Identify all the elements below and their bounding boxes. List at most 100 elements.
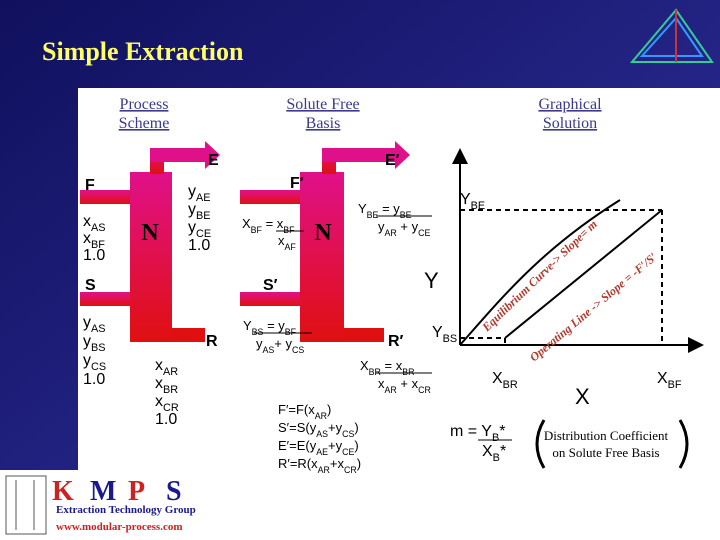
subscript: BS [252,327,264,337]
text-part: = x [262,216,284,231]
formula: xAF [278,233,296,252]
formula: YBS = yBF [243,318,297,337]
point-label: XBF [657,370,682,391]
subscript: BR [163,384,178,396]
axis-label: Y [424,268,439,293]
column-label: N [314,220,332,246]
stream-label: R′ [388,333,404,350]
composition: 1.0 [188,237,210,254]
subscript: CR [418,385,431,395]
composition: xBF [83,230,105,251]
composition: xBR [155,375,178,396]
text-part: E′=E(y [278,438,317,453]
text-part: +x [330,456,345,471]
subscript: AS [316,429,328,439]
text-part: 1.0 [83,371,105,388]
stream-label: F′ [290,175,304,192]
formula: xAR + xCR [378,376,431,395]
point-label: XBR [492,370,518,391]
formula: XB* [482,443,506,464]
subscript: BE [400,210,412,220]
subscript: BS [91,342,106,354]
text-part: 1.0 [155,411,177,428]
stream-label: S′ [263,277,278,294]
note: Distribution Coefficient [544,428,669,443]
text-part: X [492,370,503,387]
subscript: BF [668,379,682,391]
subscript: BF [283,225,295,235]
solute-free-column [240,141,410,342]
stream-label: R [206,333,218,350]
subscript: AR [163,366,178,378]
text-part: ) [327,402,331,417]
section-header: Basis [306,115,341,132]
formula: yAS+ yCS [256,336,304,355]
formula: XBR = xBR [360,358,415,377]
subscript: AR [318,465,330,475]
stream-label: S [85,277,96,294]
subscript: AS [91,222,106,234]
text-part: X [242,216,251,231]
text-part: y [188,201,196,218]
subscript: AS [263,345,275,355]
subscript: AR [385,228,397,238]
text-part: x [378,376,385,391]
text-part: ) [357,456,361,471]
composition: yBE [188,201,211,222]
text-part: x [155,375,163,392]
section-header: Solution [543,115,597,132]
text-part: y [83,314,91,331]
composition: yBS [83,333,106,354]
logo-letter: S [166,476,182,507]
text-part: = x [381,358,403,373]
composition: yAS [83,314,106,335]
composition: S′=S(yAS+yCS) [278,420,359,439]
subscript: BE [471,200,486,212]
text-part: x [155,393,163,410]
section-header: Process [120,96,169,113]
subscript: BE [367,210,379,220]
guide-line [460,209,663,345]
equilibrium-curve [459,199,621,346]
subscript: AE [196,192,211,204]
stream-label: E [208,152,219,169]
logo-letter: P [128,476,145,507]
text-part: = y [263,318,285,333]
subscript: CS [342,429,354,439]
text-part: y [378,219,385,234]
subscript: CS [292,345,304,355]
text-part: F′=F(x [278,402,315,417]
section-header: Graphical [538,96,602,113]
text-part: * [500,443,506,460]
subscript: AE [316,447,328,457]
corner-logo [629,8,714,63]
extraction-column [80,141,220,342]
text-part: * [499,423,505,440]
column-label: N [141,220,159,246]
fraction-bar [254,215,512,441]
subscript: B [493,452,500,464]
composition: 1.0 [155,411,177,428]
subscript: B [492,432,499,444]
subscript: BR [503,379,518,391]
subscript: BR [402,367,414,377]
composition: yCS [83,352,106,373]
operating-line [504,209,663,339]
text-part: + y [274,336,292,351]
composition: 1.0 [83,247,105,264]
text-part: ) [354,438,358,453]
text-part: + x [397,376,419,391]
text-part: +y [328,420,343,435]
subscript: BS [443,333,458,345]
graph-axes [452,148,704,353]
stream-label: E′ [385,152,400,169]
composition: F′=F(xAR) [278,402,331,421]
composition: R′=R(xAR+xCR) [278,456,361,475]
subscript: AR [385,385,397,395]
formula: m = YB* [450,423,505,444]
formula: YBE = yBE [358,201,412,220]
subscript: AF [285,242,297,252]
text-part: Y [358,201,367,216]
axis-label: X [575,384,590,409]
subscript: BE [196,210,211,222]
